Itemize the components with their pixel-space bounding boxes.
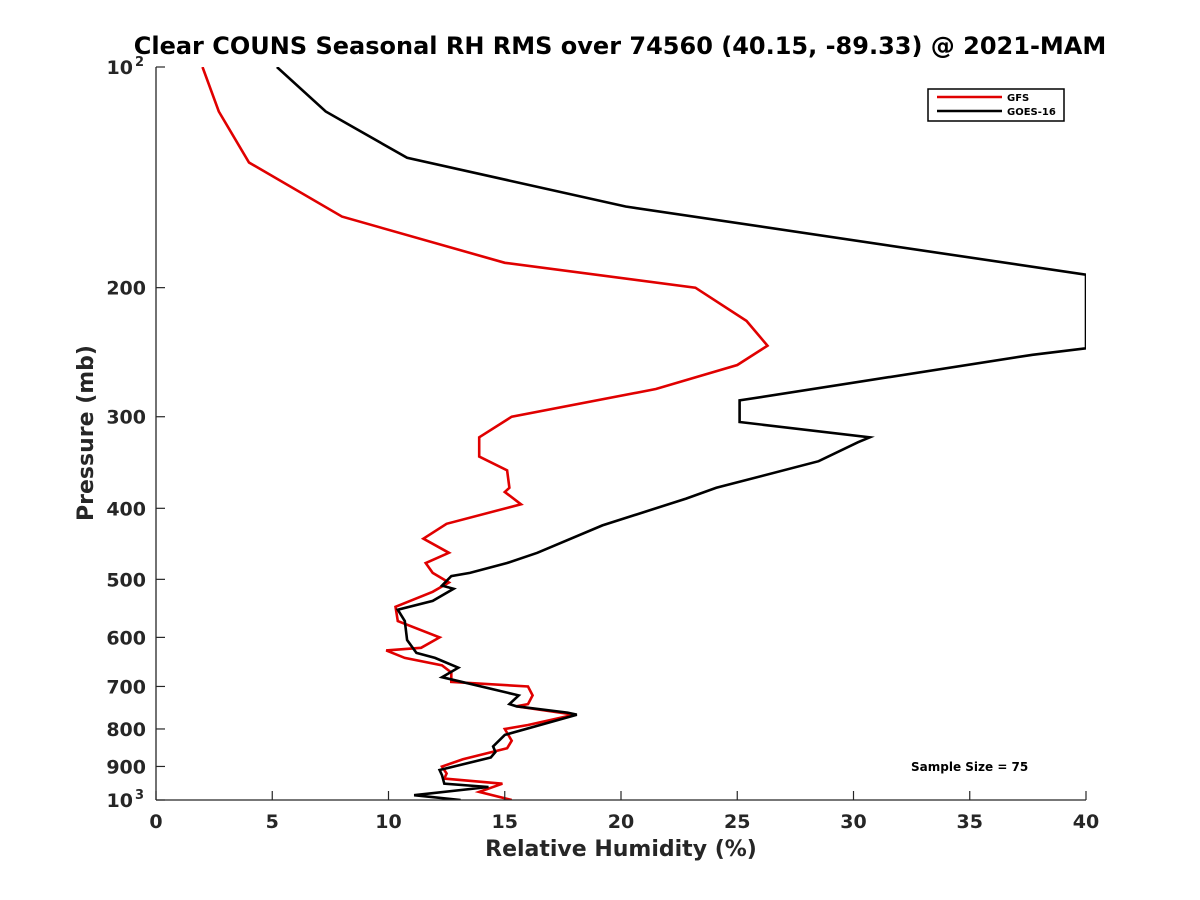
x-tick-label: 30 — [840, 811, 866, 833]
plot-area: 0 5 10 15 20 25 30 35 40 10 220030040050060070080… — [106, 55, 1099, 833]
y-tick-label: 700 — [106, 676, 146, 698]
legend-label-goes-16: GOES-16 — [1007, 107, 1056, 118]
y-tick-label: 400 — [106, 498, 146, 520]
y-tick-label: 200 — [106, 278, 146, 300]
x-tick-label: 40 — [1073, 811, 1099, 833]
chart-title: Clear COUNS Seasonal RH RMS over 74560 (… — [134, 32, 1107, 60]
y-tick-label: 300 — [106, 407, 146, 429]
y-tick-exponent: 3 — [135, 788, 144, 803]
x-axis-label: Relative Humidity (%) — [485, 837, 757, 862]
x-tick-label: 15 — [492, 811, 518, 833]
x-tick-label: 20 — [608, 811, 634, 833]
x-tick-label: 5 — [266, 811, 279, 833]
y-tick-label: 500 — [106, 569, 146, 591]
series-layer — [201, 67, 1086, 800]
series-line-gfs — [201, 67, 770, 800]
axes-background — [156, 67, 1086, 800]
x-ticks: 0 5 10 15 20 25 30 35 40 — [149, 791, 1099, 833]
x-tick-label: 25 — [724, 811, 750, 833]
y-tick-exponent: 2 — [135, 55, 144, 70]
y-axis-label: Pressure (mb) — [74, 345, 99, 521]
y-tick-label: 800 — [106, 719, 146, 741]
legend: GFS GOES-16 — [927, 88, 1065, 122]
series-line-goes-16 — [276, 67, 1086, 800]
x-tick-label: 35 — [957, 811, 983, 833]
y-tick-label: 10 — [107, 57, 133, 79]
x-tick-label: 0 — [149, 811, 162, 833]
x-tick-label: 10 — [375, 811, 401, 833]
y-tick-label: 10 — [107, 790, 133, 812]
sample-size-annotation: Sample Size = 75 — [911, 760, 1028, 774]
y-tick-label: 900 — [106, 756, 146, 778]
legend-label-gfs: GFS — [1007, 93, 1029, 104]
legend-box — [927, 88, 1065, 122]
y-tick-label: 600 — [106, 627, 146, 649]
